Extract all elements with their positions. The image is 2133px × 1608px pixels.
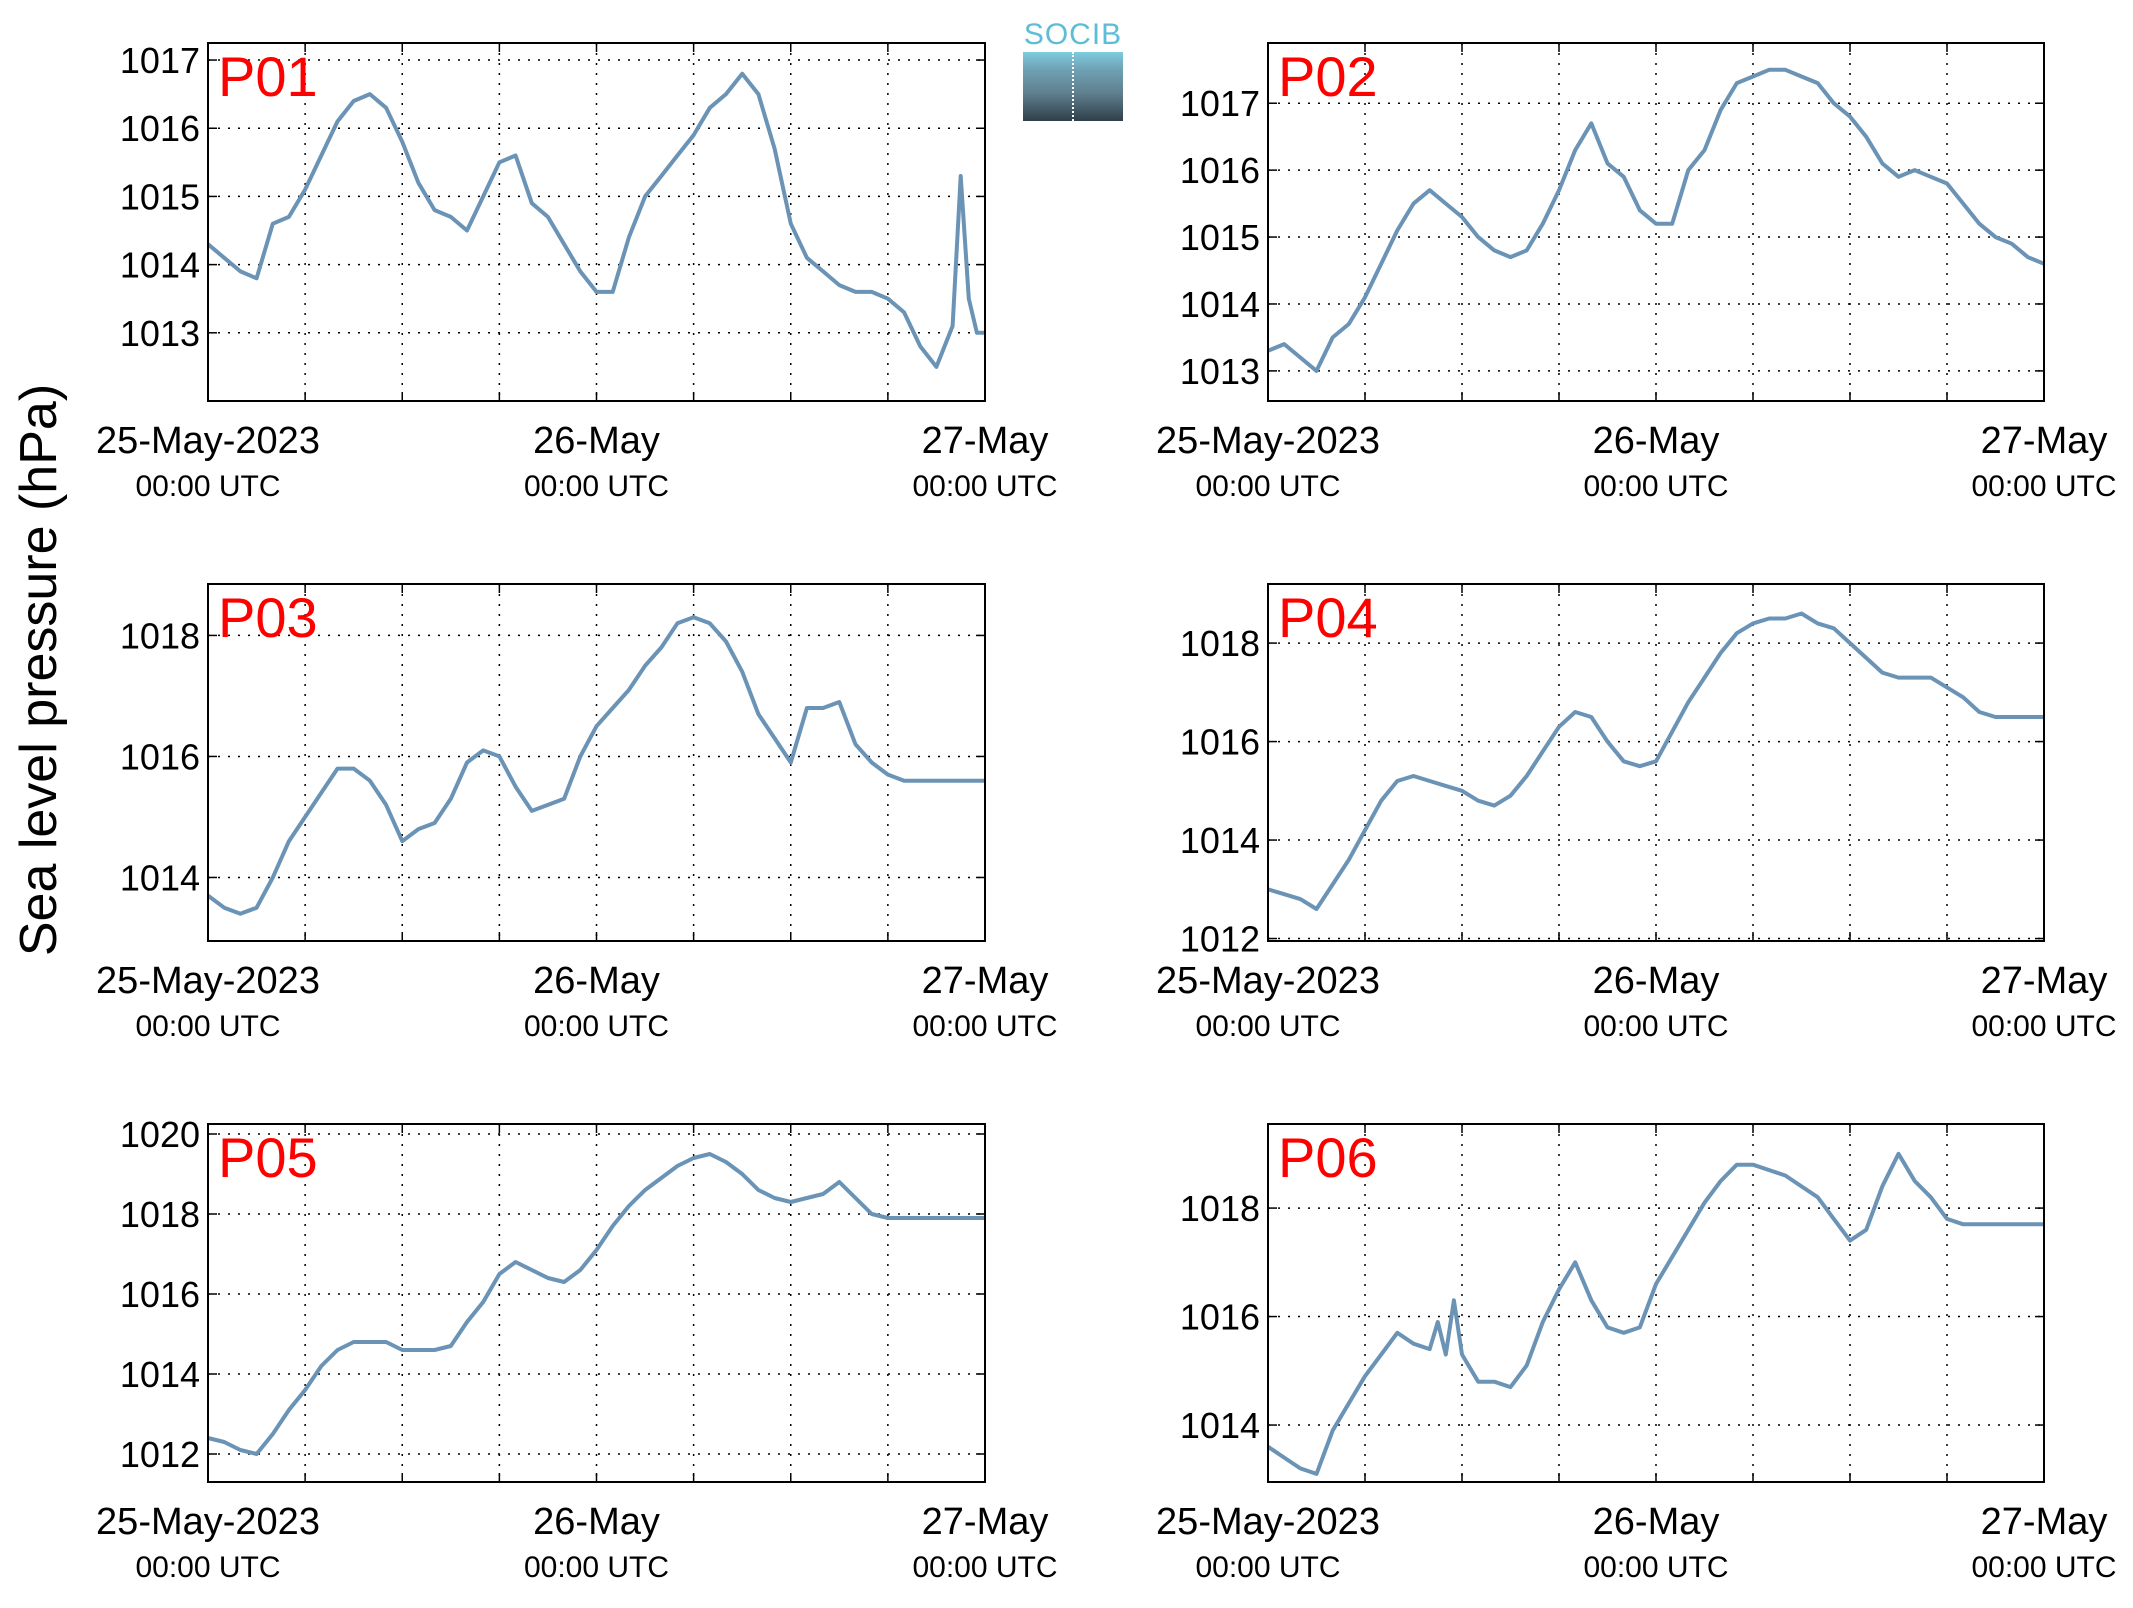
x-tick-label-date: 25-May-2023 (1156, 960, 1380, 1002)
x-tick-label-date: 27-May (922, 960, 1049, 1002)
x-tick-label-time: 00:00 UTC (524, 470, 669, 503)
x-tick-label-date: 27-May (1981, 960, 2108, 1002)
panel-p01: 1013 1014 1015 1016 1017 P01 25-May-2023 00:00 … (96, 40, 1057, 503)
x-tick-label-time: 00:00 UTC (135, 1551, 280, 1584)
x-tick-label-date: 26-May (1593, 1501, 1720, 1543)
x-tick-label-time: 00:00 UTC (524, 1010, 669, 1043)
x-tick-label-date: 25-May-2023 (1156, 1501, 1380, 1543)
panel-p03: 1014 1016 1018 P03 25-May-2023 00:00 UTC 26-Ma… (96, 583, 1058, 1043)
x-tick-label-date: 26-May (533, 960, 660, 1002)
panel-p06: 1014 1016 1018 P06 25-May-2023 00:00 UTC 26-Ma… (1156, 1123, 2117, 1584)
series-line-p02 (1267, 67, 2045, 373)
x-tick-label-date: 26-May (533, 420, 660, 462)
series-line-p06 (1266, 1151, 2044, 1476)
socib-logo: SOCIB (1023, 18, 1123, 121)
plot-frame (207, 583, 986, 942)
x-tick-label-date: 27-May (1981, 1501, 2108, 1543)
x-tick-label-time: 00:00 UTC (1971, 470, 2116, 503)
x-tick-label-date: 25-May-2023 (96, 960, 320, 1002)
y-tick-label: 1020 (120, 1114, 200, 1155)
x-tick-label-date: 26-May (1593, 960, 1720, 1002)
y-tick-label: 1018 (1180, 1188, 1260, 1229)
logo-post (1072, 52, 1076, 121)
y-tick-label: 1017 (120, 40, 200, 81)
plot-frame (207, 42, 986, 402)
x-tick-label-date: 27-May (922, 420, 1049, 462)
panel-p02: 1013 1014 1015 1016 1017 P02 25-May-2023 00:00 … (1156, 42, 2117, 503)
x-tick-label-time: 00:00 UTC (524, 1551, 669, 1584)
y-tick-label: 1016 (1180, 1297, 1260, 1338)
y-tick-label: 1013 (120, 313, 200, 354)
panel-label: P02 (1278, 45, 1378, 108)
y-tick-label: 1014 (120, 857, 200, 898)
y-tick-label: 1014 (120, 245, 200, 286)
x-tick-label-time: 00:00 UTC (1971, 1010, 2116, 1043)
y-tick-label: 1012 (1180, 919, 1260, 960)
plot-area (208, 43, 985, 401)
x-tick-label-date: 27-May (1981, 420, 2108, 462)
y-tick-label: 1017 (1180, 83, 1260, 124)
y-tick-label: 1015 (120, 176, 200, 217)
y-tick-label: 1012 (120, 1434, 200, 1475)
panel-p04: 1012 1014 1016 1018 P04 25-May-2023 00:00 UTC 2… (1156, 583, 2117, 1043)
y-tick-label: 1016 (120, 108, 200, 149)
y-tick-label: 1015 (1180, 217, 1260, 258)
plot-frame (1267, 42, 2045, 402)
x-tick-label-time: 00:00 UTC (912, 1551, 1057, 1584)
x-tick-label-time: 00:00 UTC (1195, 1551, 1340, 1584)
x-tick-label-date: 26-May (1593, 420, 1720, 462)
panel-label: P01 (218, 45, 318, 108)
y-axis-label-text: Sea level pressure (hPa) (10, 383, 68, 957)
y-tick-label: 1014 (120, 1354, 200, 1395)
plot-frame (1267, 583, 2045, 942)
y-tick-label: 1016 (1180, 722, 1260, 763)
x-tick-label-time: 00:00 UTC (135, 470, 280, 503)
logo-text: SOCIB (1023, 18, 1123, 51)
x-tick-label-time: 00:00 UTC (1583, 1010, 1728, 1043)
x-tick-label-time: 00:00 UTC (1195, 470, 1340, 503)
panel-p05: 1012 1014 1016 1018 1020 P05 25-May-2023 00:00 … (96, 1114, 1057, 1584)
panel-label: P06 (1278, 1126, 1378, 1189)
plot-frame (207, 1123, 986, 1483)
y-tick-label: 1014 (1180, 284, 1260, 325)
x-tick-label-date: 26-May (533, 1501, 660, 1543)
plot-area (1268, 1124, 2044, 1482)
x-tick-label-date: 27-May (922, 1501, 1049, 1543)
y-tick-label: 1014 (1180, 1405, 1260, 1446)
series-line-p01 (206, 71, 985, 369)
series-line-p03 (206, 615, 985, 916)
y-tick-label: 1018 (120, 615, 200, 656)
x-tick-label-time: 00:00 UTC (1971, 1551, 2116, 1584)
y-tick-label: 1016 (1180, 150, 1260, 191)
y-tick-label: 1016 (120, 736, 200, 777)
x-tick-label-time: 00:00 UTC (135, 1010, 280, 1043)
x-tick-label-time: 00:00 UTC (1583, 1551, 1728, 1584)
y-tick-label: 1014 (1180, 820, 1260, 861)
plot-frame (1267, 1123, 2045, 1483)
panel-label: P05 (218, 1126, 318, 1189)
x-tick-label-time: 00:00 UTC (1195, 1010, 1340, 1043)
x-tick-label-date: 25-May-2023 (96, 420, 320, 462)
y-tick-label: 1018 (1180, 623, 1260, 664)
x-tick-label-date: 25-May-2023 (1156, 420, 1380, 462)
panel-label: P03 (218, 586, 318, 649)
x-tick-label-time: 00:00 UTC (912, 1010, 1057, 1043)
x-tick-label-time: 00:00 UTC (912, 470, 1057, 503)
plot-area (208, 584, 985, 941)
y-tick-label: 1013 (1180, 351, 1260, 392)
plot-area (208, 1124, 985, 1482)
x-tick-label-time: 00:00 UTC (1583, 470, 1728, 503)
x-tick-label-date: 25-May-2023 (96, 1501, 320, 1543)
y-tick-label: 1016 (120, 1274, 200, 1315)
series-line-p04 (1267, 611, 2044, 911)
series-line-p05 (207, 1152, 985, 1456)
y-axis-label: Sea level pressure (hPa) (4, 230, 74, 1110)
y-tick-label: 1018 (120, 1194, 200, 1235)
panel-label: P04 (1278, 586, 1378, 649)
